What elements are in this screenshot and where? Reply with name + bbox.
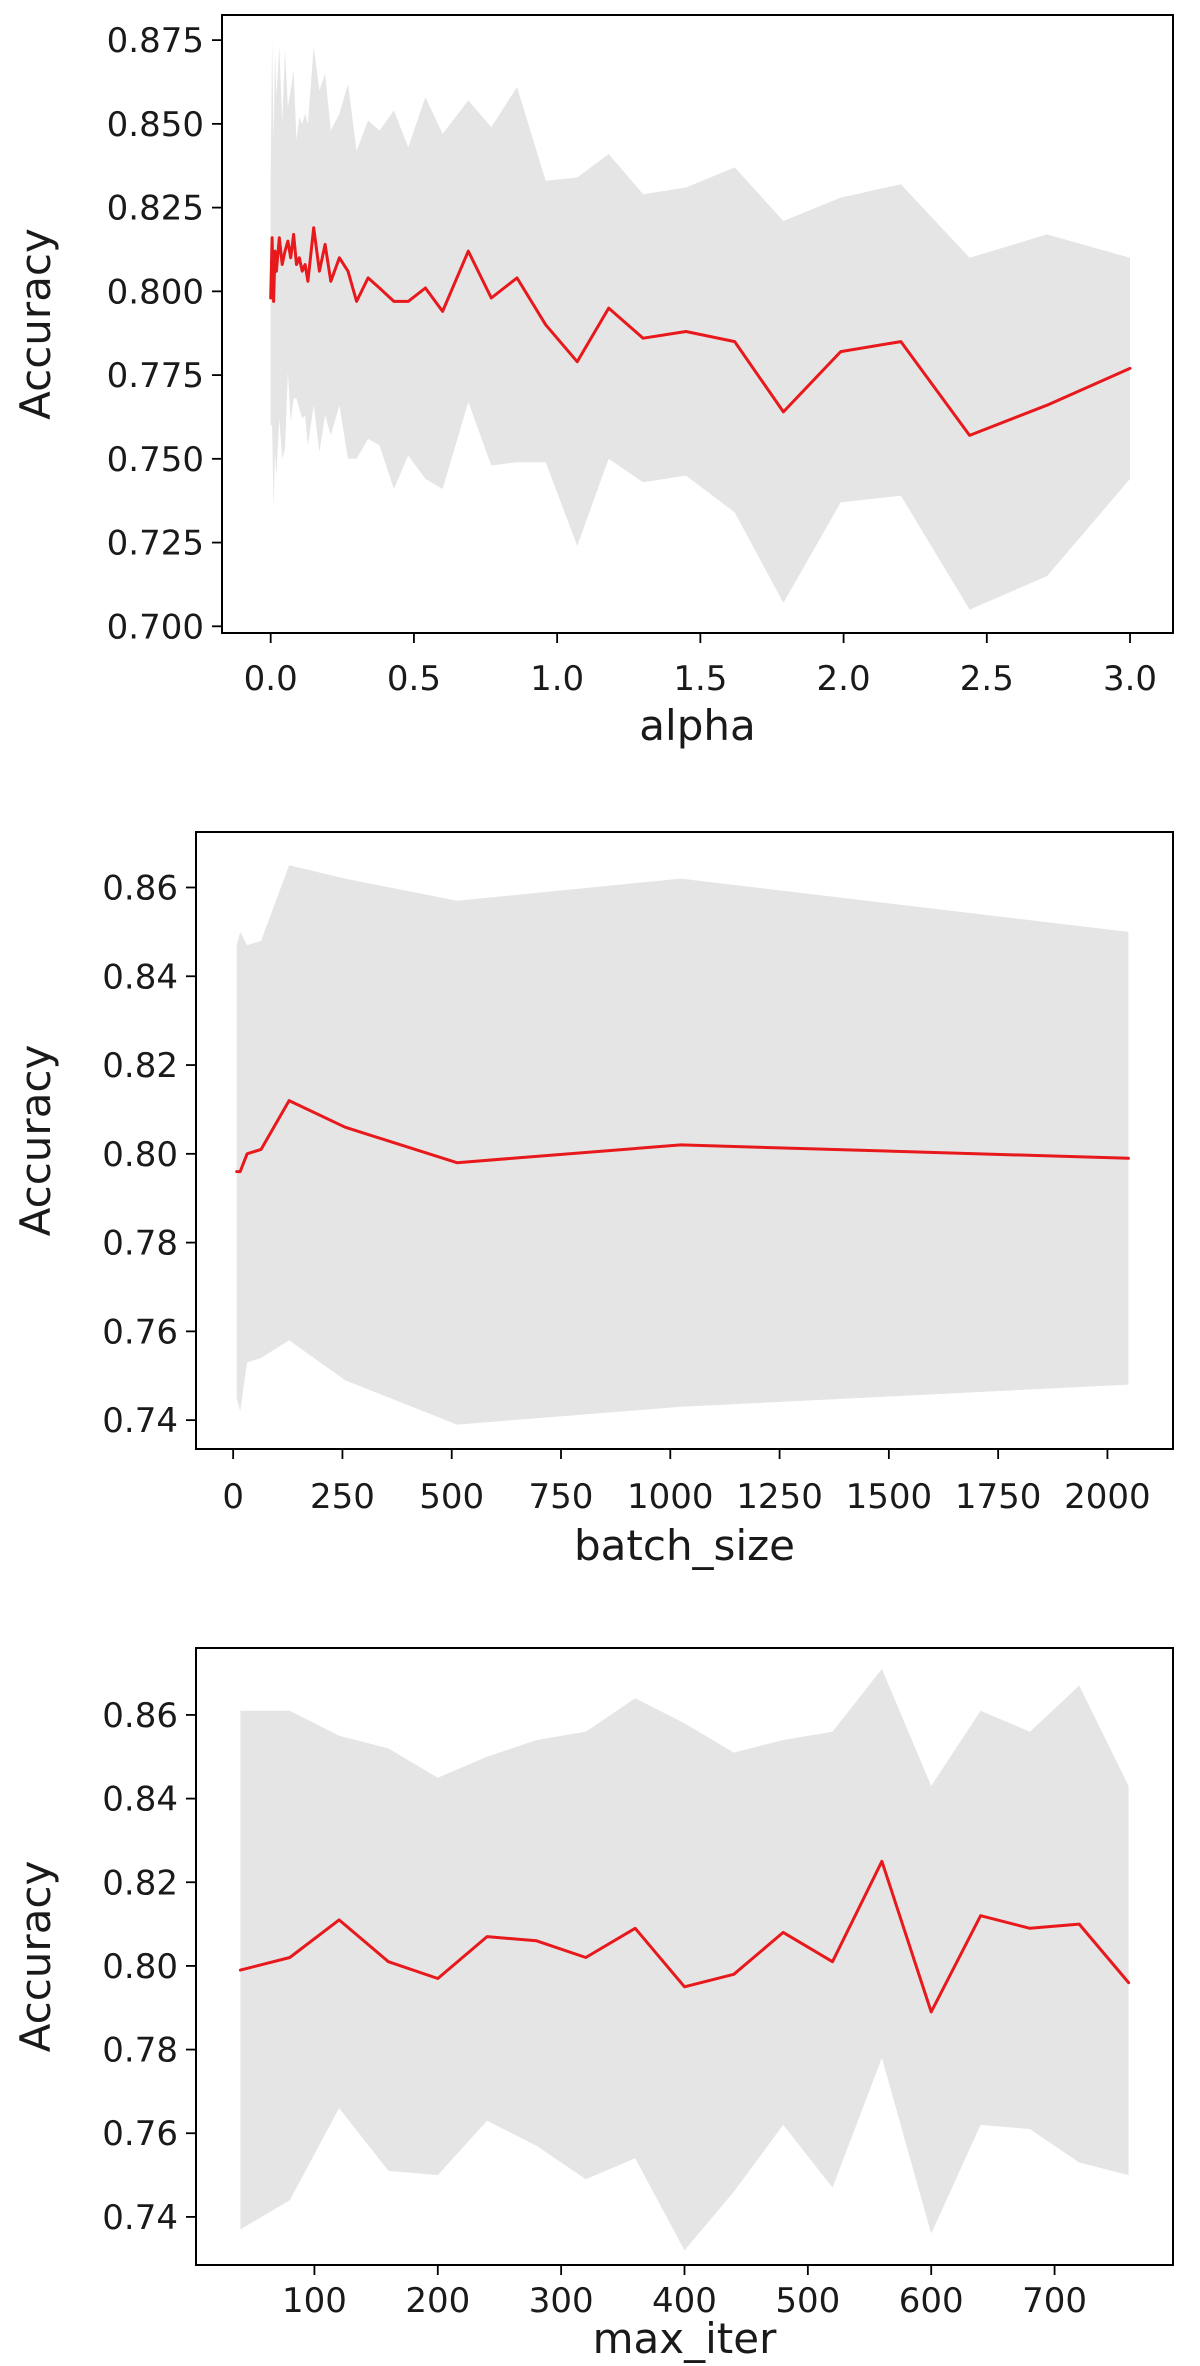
y-axis-label: Accuracy <box>11 1045 60 1237</box>
x-tick-label: 2.5 <box>960 659 1014 699</box>
mean-accuracy-line <box>269 226 1132 437</box>
y-tick-label: 0.80 <box>102 1947 178 1987</box>
x-tick-label: 200 <box>405 2281 470 2321</box>
x-tick-label: 0 <box>222 1477 244 1517</box>
x-tick-label: 500 <box>419 1477 484 1517</box>
x-tick-label: 1.5 <box>673 659 727 699</box>
x-tick-label: 250 <box>310 1477 375 1517</box>
x-tick-label: 400 <box>652 2281 717 2321</box>
x-tick-label: 500 <box>775 2281 840 2321</box>
x-axis-label: batch_size <box>574 1521 795 1570</box>
x-tick-label: 2000 <box>1064 1477 1151 1517</box>
y-tick-label: 0.84 <box>102 1780 178 1820</box>
x-tick-label: 1500 <box>846 1477 933 1517</box>
confidence-band <box>270 40 1130 610</box>
x-axis-label: max_iter <box>593 2314 777 2363</box>
y-tick-label: 0.825 <box>107 189 204 229</box>
y-tick-label: 0.78 <box>102 1224 178 1264</box>
y-axis-label: Accuracy <box>11 1861 60 2053</box>
y-tick-label: 0.74 <box>102 2198 178 2238</box>
y-tick-label: 0.725 <box>107 524 204 564</box>
x-tick-label: 100 <box>282 2281 347 2321</box>
plot-frame <box>195 831 1174 1450</box>
x-tick-label: 1750 <box>955 1477 1042 1517</box>
x-tick-label: 3.0 <box>1103 659 1157 699</box>
y-tick-label: 0.775 <box>107 356 204 396</box>
y-tick-label: 0.750 <box>107 440 204 480</box>
mean-accuracy-line <box>238 1859 1131 2014</box>
y-tick-label: 0.86 <box>102 868 178 908</box>
x-tick-label: 600 <box>899 2281 964 2321</box>
y-tick-label: 0.82 <box>102 1046 178 1086</box>
x-tick-label: 0.5 <box>387 659 441 699</box>
y-tick-label: 0.76 <box>102 2114 178 2154</box>
x-tick-label: 300 <box>529 2281 594 2321</box>
plot-frame <box>221 14 1174 634</box>
y-tick-label: 0.875 <box>107 21 204 61</box>
y-tick-label: 0.86 <box>102 1696 178 1736</box>
confidence-band <box>240 1668 1129 2251</box>
y-tick-label: 0.850 <box>107 105 204 145</box>
x-tick-label: 1250 <box>736 1477 823 1517</box>
y-tick-label: 0.74 <box>102 1401 178 1441</box>
mean-accuracy-line <box>235 1099 1130 1174</box>
y-tick-label: 0.84 <box>102 957 178 997</box>
x-tick-label: 750 <box>529 1477 594 1517</box>
y-tick-label: 0.80 <box>102 1135 178 1175</box>
y-tick-label: 0.82 <box>102 1863 178 1903</box>
x-tick-label: 0.0 <box>244 659 298 699</box>
x-tick-label: 700 <box>1022 2281 1087 2321</box>
x-tick-label: 1.0 <box>530 659 584 699</box>
alpha-chart: 0.0 0.5 1.0 1.5 2.0 2.5 3.0 0.700 0.725 0.750 0.77… <box>11 14 1174 750</box>
y-tick-label: 0.700 <box>107 607 204 647</box>
y-tick-label: 0.76 <box>102 1312 178 1352</box>
y-tick-label: 0.78 <box>102 2031 178 2071</box>
x-tick-label: 2.0 <box>817 659 871 699</box>
batch-size-chart: 0 250 500 750 1000 1250 1500 1750 2000 0.74 0.76 0.… <box>11 831 1174 1570</box>
x-axis-label: alpha <box>639 701 755 750</box>
max-iter-chart: 100 200 300 400 500 600 700 0.74 0.76 0.78 0.80 0.8… <box>11 1647 1174 2363</box>
y-axis-label: Accuracy <box>11 228 60 420</box>
x-tick-label: 1000 <box>627 1477 714 1517</box>
y-tick-label: 0.800 <box>107 272 204 312</box>
